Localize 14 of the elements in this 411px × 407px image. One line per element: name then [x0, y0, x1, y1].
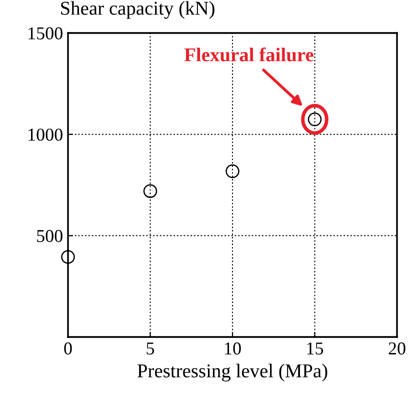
x-tick-label: 10 [225, 342, 241, 355]
x-tick-label: 20 [388, 342, 406, 355]
x-tick-label: 15 [307, 342, 324, 355]
annotation: Flexural failure [184, 47, 314, 62]
x-tick-label: 5 [146, 342, 154, 355]
y-tick-label: 500 [37, 230, 62, 242]
y-tick-label: 1000 [28, 128, 62, 141]
point [61, 250, 75, 264]
x-axis-title: Prestressing level (MPa) [137, 364, 328, 382]
y-tick-label: 1500 [28, 27, 62, 40]
point [143, 184, 158, 198]
x-tick-label: 0 [64, 342, 72, 355]
point [226, 164, 240, 178]
y-axis-title: Shear capacity (kN) [61, 1, 214, 19]
